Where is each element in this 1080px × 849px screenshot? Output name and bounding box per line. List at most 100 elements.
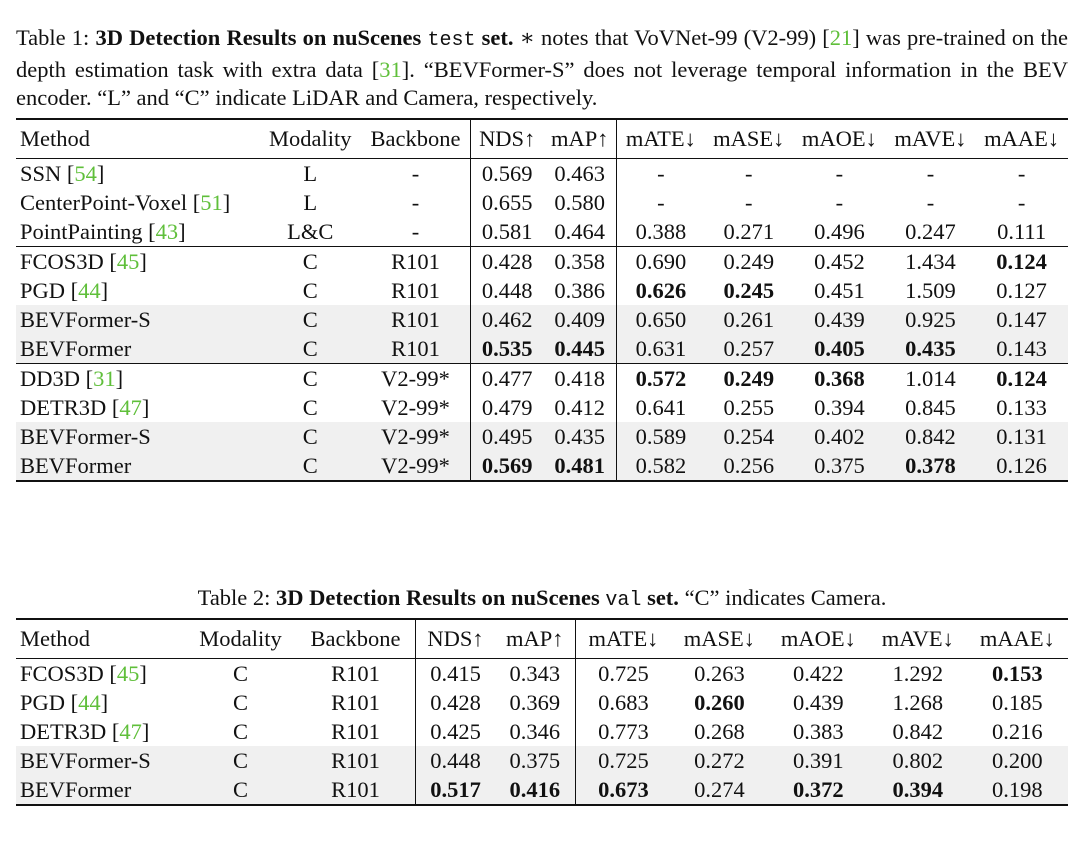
- column-header: mAAE↓: [984, 126, 1060, 151]
- metric-cell: 0.249: [704, 363, 794, 393]
- metric-cell: 0.463: [554, 160, 606, 186]
- modality-cell: C: [232, 689, 248, 715]
- table-row: PointPainting [43] L&C - 0.581 0.464 0.388 0.2…: [16, 217, 1068, 247]
- metric-cell: 0.481: [543, 451, 617, 482]
- metric-cell: 0.462: [470, 305, 544, 334]
- modality-cell: C: [185, 746, 296, 775]
- method-name: BEVFormer: [20, 776, 132, 802]
- backbone-cell: R101: [295, 775, 416, 806]
- metric-cell: 0.464: [554, 218, 606, 244]
- citation-link[interactable]: 54: [74, 160, 97, 186]
- modality-cell: C: [232, 660, 248, 686]
- modality-cell: C: [259, 451, 361, 482]
- method-cell: DD3D [31]: [16, 363, 260, 393]
- table-row: BEVFormer-S C V2-99* 0.495 0.435 0.589 0.254 0.…: [16, 422, 1068, 451]
- metric-cell: 0.535: [470, 334, 544, 364]
- metric-cell: 0.127: [996, 277, 1047, 303]
- column-header: Modality: [269, 126, 352, 151]
- metric-cell: 0.925: [885, 305, 976, 334]
- metric-cell: 0.428: [470, 246, 544, 276]
- metric-cell: 0.452: [793, 246, 886, 276]
- method-cell: DETR3D [47]: [20, 394, 150, 420]
- method-cell: BEVFormer: [16, 334, 260, 364]
- metric-cell: 0.358: [543, 246, 617, 276]
- method-name: DD3D: [20, 365, 80, 391]
- caption-bold: 3D Detection Results on nuScenes: [276, 585, 606, 610]
- metric-cell: 0.641: [616, 393, 705, 422]
- modality-cell: C: [259, 334, 361, 364]
- citation-link[interactable]: 45: [116, 248, 140, 274]
- citation-link[interactable]: 31: [93, 365, 116, 391]
- column-header: mASE↓: [683, 626, 756, 651]
- metric-cell: 0.372: [767, 775, 869, 806]
- caption-bold: set.: [641, 585, 679, 610]
- column-header: mASE↓: [713, 126, 785, 151]
- metric-cell: 0.257: [704, 334, 794, 364]
- backbone-cell: -: [411, 189, 420, 215]
- metric-cell: 0.477: [470, 363, 544, 393]
- method-cell: SSN [54]: [20, 160, 105, 186]
- metric-cell: 0.394: [814, 394, 865, 420]
- citation-link[interactable]: 45: [116, 660, 140, 686]
- metric-cell: -: [926, 160, 935, 186]
- method-cell: BEVFormer: [16, 451, 260, 482]
- modality-cell: C: [259, 422, 361, 451]
- citation-link[interactable]: 44: [78, 277, 101, 303]
- metric-cell: 0.655: [470, 188, 544, 217]
- metric-cell: 0.369: [509, 689, 561, 715]
- modality-cell: C: [259, 363, 361, 393]
- table-row: BEVFormer C R101 0.517 0.416 0.673 0.274 0.372 0…: [16, 775, 1068, 806]
- citation-link[interactable]: 43: [155, 218, 179, 244]
- metric-cell: -: [835, 189, 844, 215]
- metric-cell: 0.415: [415, 658, 495, 688]
- metric-cell: 0.418: [543, 363, 617, 393]
- results-table-val: Method Modality Backbone NDS↑ mAP↑ mATE↓ mASE↓…: [16, 618, 1068, 806]
- method-name: BEVFormer-S: [20, 423, 151, 449]
- metric-cell: 0.435: [543, 422, 617, 451]
- method-name: CenterPoint-Voxel: [20, 189, 188, 215]
- metric-cell: 0.412: [554, 394, 606, 420]
- caption-bold: 3D Detection Results on nuScenes: [95, 25, 428, 50]
- citation-link[interactable]: 21: [829, 25, 853, 50]
- column-header: NDS↑: [415, 619, 495, 659]
- metric-cell: 0.249: [704, 246, 794, 276]
- header-row: Method Modality Backbone NDS↑ mAP↑ mATE↓ mASE↓…: [16, 119, 1068, 159]
- method-name: FCOS3D: [20, 248, 104, 274]
- citation-link[interactable]: 31: [379, 56, 402, 82]
- method-name: PointPainting: [20, 218, 143, 244]
- method-name: BEVFormer-S: [20, 306, 151, 332]
- metric-cell: 0.254: [704, 422, 794, 451]
- metric-cell: 0.261: [704, 305, 794, 334]
- metric-cell: 0.375: [494, 746, 576, 775]
- metric-cell: 0.271: [723, 218, 775, 244]
- metric-cell: 0.111: [997, 218, 1047, 244]
- metric-cell: 1.509: [905, 277, 956, 303]
- metric-cell: 0.153: [992, 660, 1043, 686]
- table-row: FCOS3D [45] C R101 0.428 0.358 0.690 0.249 0.45…: [16, 246, 1068, 276]
- backbone-cell: -: [411, 160, 420, 186]
- backbone-cell: R101: [331, 718, 380, 744]
- metric-cell: 0.263: [694, 660, 745, 686]
- method-name: DETR3D: [20, 718, 107, 744]
- metric-cell: 0.383: [793, 718, 844, 744]
- citation-link[interactable]: 47: [119, 394, 142, 420]
- metric-cell: 0.260: [694, 689, 745, 715]
- column-header: mAOE↓: [801, 126, 877, 151]
- metric-cell: 0.346: [509, 718, 561, 744]
- citation-link[interactable]: 47: [119, 718, 142, 744]
- method-name: SSN: [20, 160, 62, 186]
- metric-cell: 0.147: [975, 305, 1068, 334]
- method-cell: BEVFormer-S: [16, 305, 260, 334]
- metric-cell: 0.245: [723, 277, 775, 303]
- metric-cell: 0.425: [415, 717, 495, 746]
- metric-cell: 0.439: [793, 689, 844, 715]
- table-row: DD3D [31] C V2-99* 0.477 0.418 0.572 0.249 0.36…: [16, 363, 1068, 393]
- metric-cell: 0.725: [574, 658, 672, 688]
- citation-link[interactable]: 44: [78, 689, 101, 715]
- caption-prefix: Table 1:: [16, 25, 96, 50]
- column-header: Method: [20, 126, 90, 151]
- method-name: PGD: [20, 689, 66, 715]
- metric-cell: 0.445: [543, 334, 617, 364]
- metric-cell: 0.842: [885, 422, 976, 451]
- citation-link[interactable]: 51: [200, 189, 223, 215]
